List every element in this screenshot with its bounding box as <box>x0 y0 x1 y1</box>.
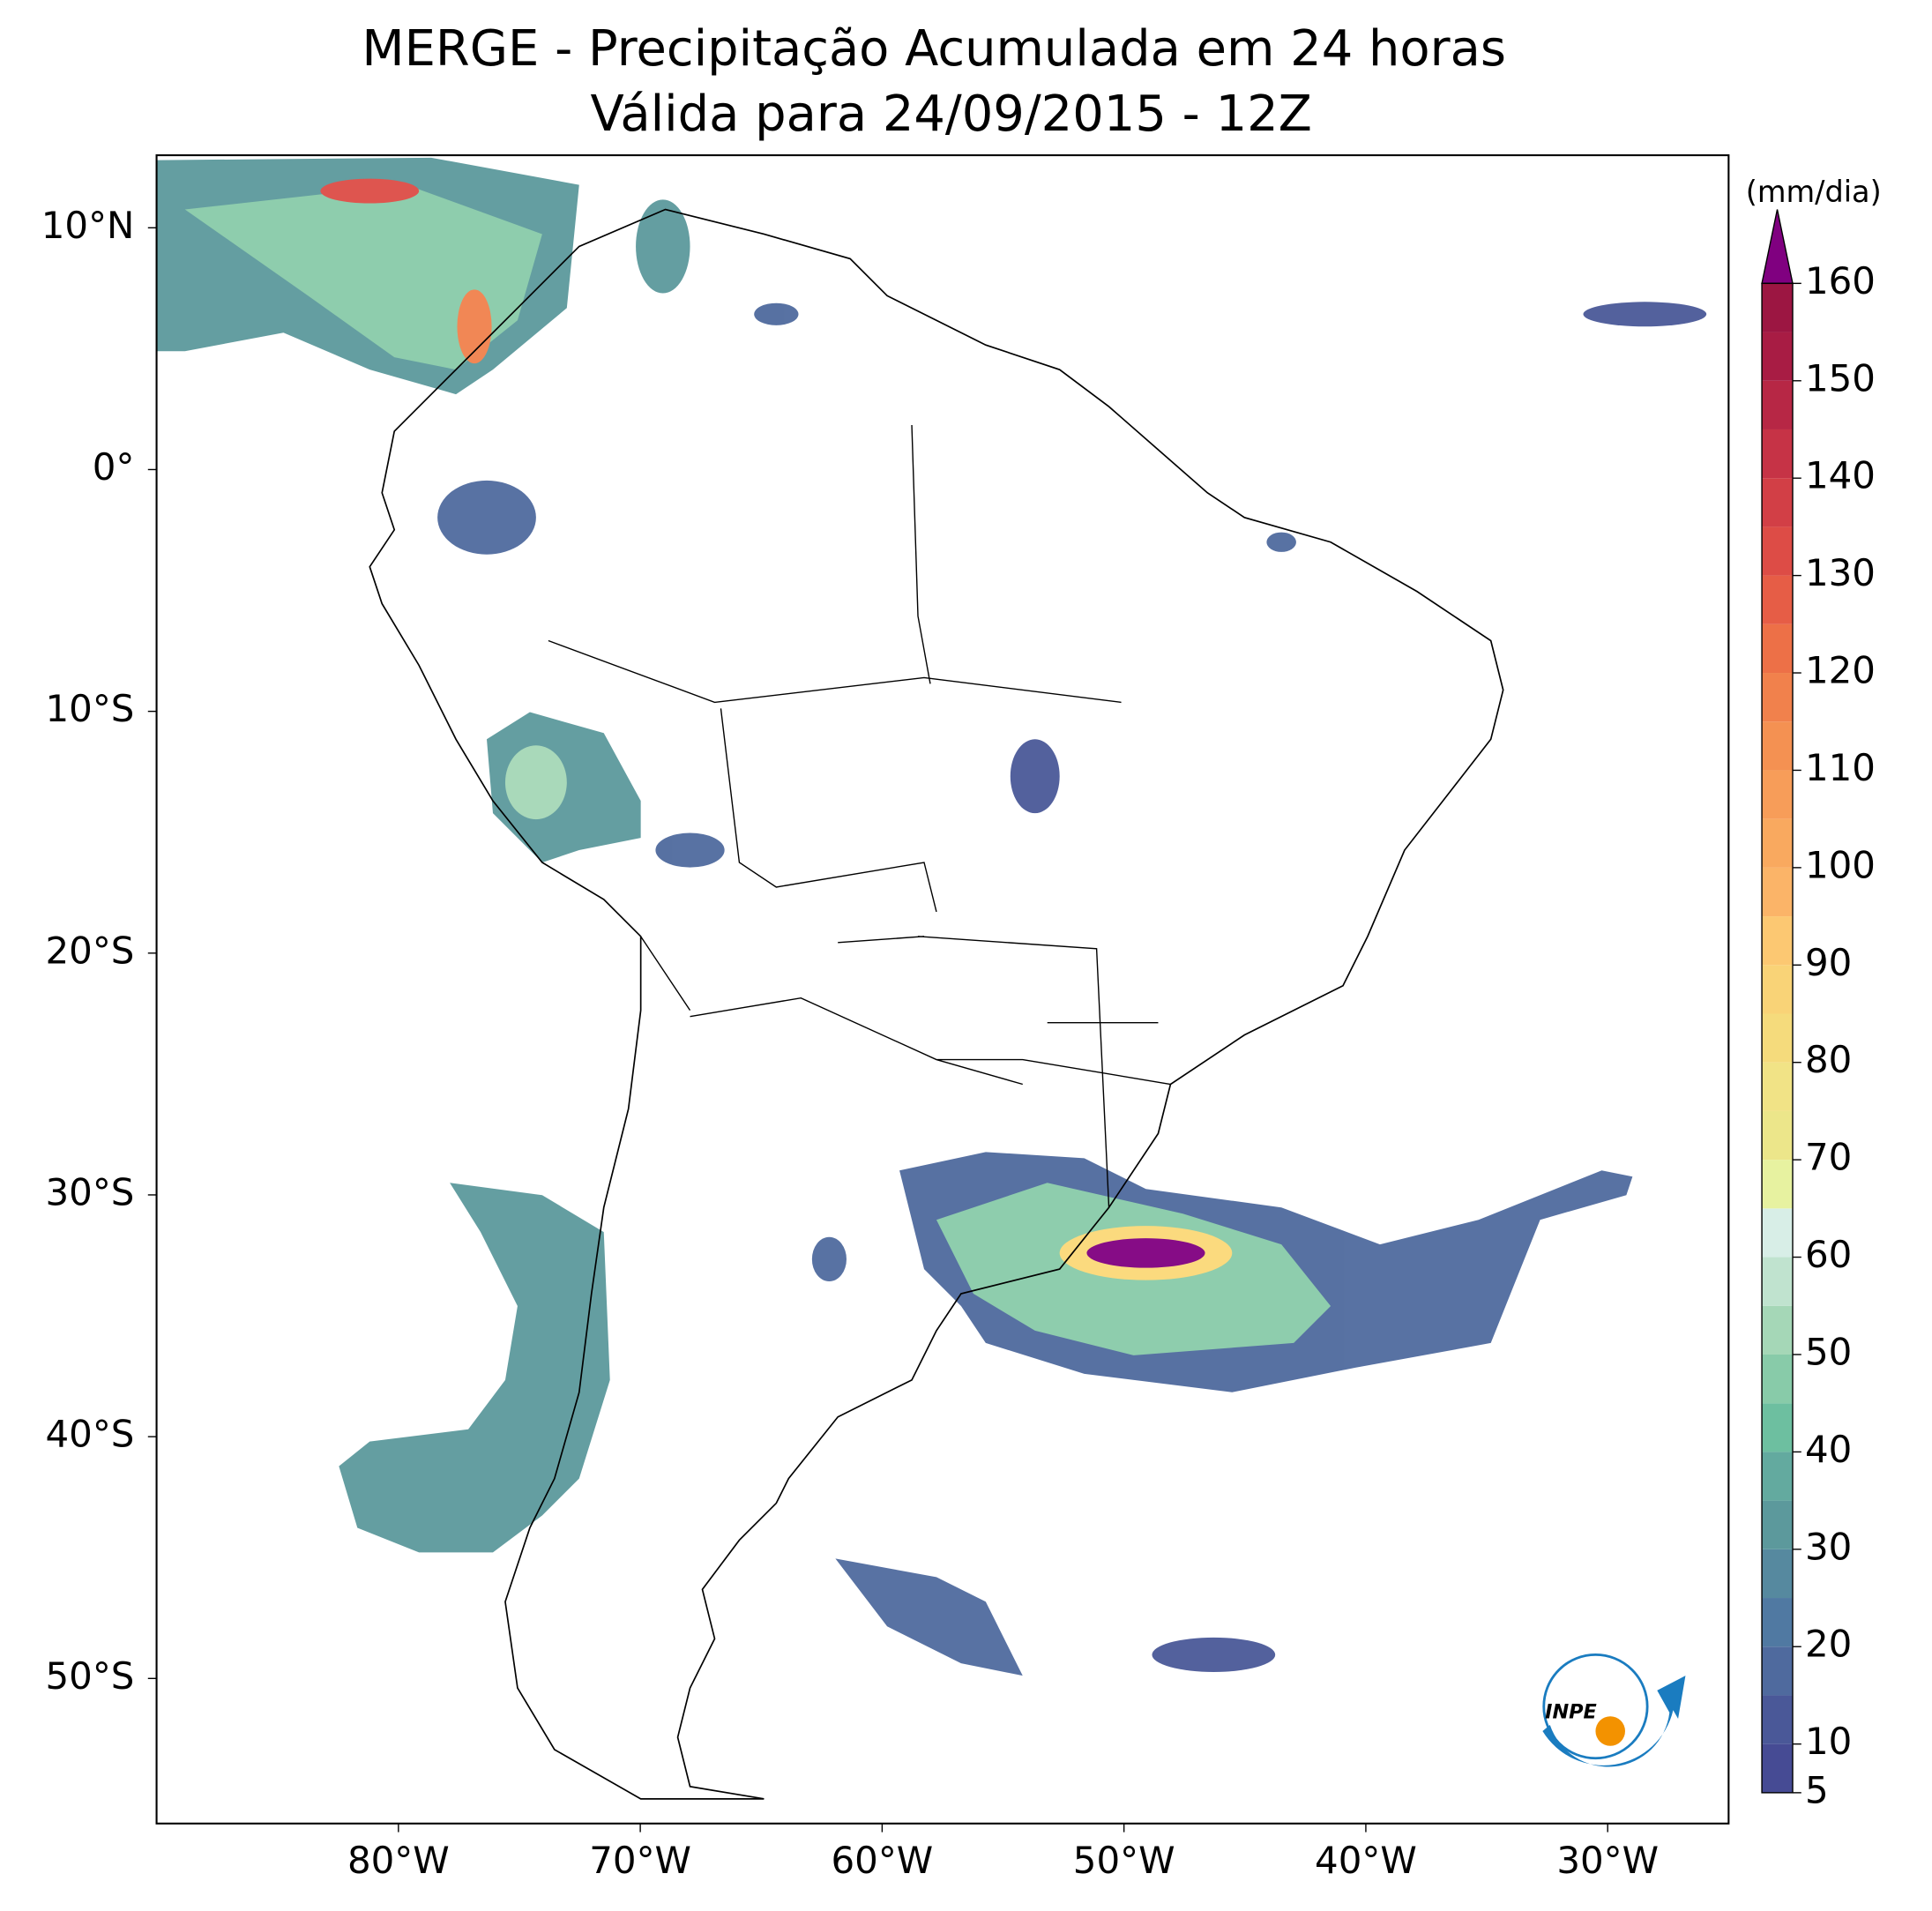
colorbar-band <box>1762 429 1793 479</box>
logo-arrow <box>1542 1676 1686 1767</box>
colorbar-frame <box>1761 282 1794 1794</box>
colorbar-band <box>1762 673 1793 722</box>
colorbar-tick-label: 120 <box>1805 649 1876 692</box>
colorbar-tick-label: 40 <box>1805 1428 1852 1471</box>
colorbar-band <box>1762 332 1793 381</box>
precip-area <box>835 1558 1023 1676</box>
colorbar-tick-label: 30 <box>1805 1525 1852 1568</box>
precip-area <box>1086 1238 1205 1268</box>
colorbar-tick-label: 100 <box>1805 843 1876 886</box>
colorbar-band <box>1762 916 1793 966</box>
colorbar-band <box>1762 283 1793 332</box>
logo-text: INPE <box>1545 1701 1597 1724</box>
colorbar-band <box>1762 1062 1793 1111</box>
precip-area <box>1583 302 1707 327</box>
colorbar-band <box>1762 1743 1793 1793</box>
map-background <box>156 155 1729 1824</box>
colorbar-tick-label: 50 <box>1805 1330 1852 1373</box>
colorbar-tick-label: 110 <box>1805 746 1876 789</box>
colorbar-band <box>1762 1452 1793 1501</box>
colorbar-band <box>1762 1403 1793 1452</box>
colorbar-tick-label: 80 <box>1805 1038 1852 1081</box>
map-area <box>155 153 1730 1825</box>
colorbar-band <box>1762 623 1793 674</box>
subtitle: Válida para 24/09/2015 - 12Z <box>591 86 1312 143</box>
colorbar-band <box>1762 867 1793 917</box>
precip-area <box>1152 1637 1276 1672</box>
precip-area <box>437 480 536 555</box>
y-tick-label: 20°S <box>46 929 135 972</box>
y-tick-label: 10°N <box>41 204 135 247</box>
precip-area <box>339 1183 610 1553</box>
precip-area <box>457 289 492 364</box>
colorbar-band <box>1762 818 1793 868</box>
map-frame <box>155 153 1730 1825</box>
precip-area <box>320 178 420 204</box>
colorbar-band <box>1762 1598 1793 1647</box>
colorbar-band <box>1762 1500 1793 1549</box>
precipitation <box>156 157 1707 1676</box>
colorbar-label: (mm/dia) <box>1746 175 1882 209</box>
precip-area <box>636 199 690 294</box>
colorbar-tick-label: 140 <box>1805 454 1876 497</box>
colorbar-band <box>1762 1354 1793 1404</box>
logo: INPE <box>1542 1653 1686 1767</box>
logo-ring <box>1542 1653 1649 1760</box>
colorbar-tick-label: 60 <box>1805 1233 1852 1276</box>
precip-area <box>184 184 542 370</box>
precip-area <box>811 1236 847 1282</box>
colorbar-extend <box>1761 209 1794 285</box>
x-tick-label: 40°W <box>1315 1839 1417 1882</box>
y-tick-label: 50°S <box>46 1654 135 1698</box>
colorbar-band <box>1762 526 1793 576</box>
colorbar-tick-label: 5 <box>1805 1768 1829 1811</box>
coastline <box>369 208 1504 1800</box>
y-tick-label: 40°S <box>46 1413 135 1456</box>
x-tick-label: 50°W <box>1073 1839 1175 1882</box>
x-tick-label: 60°W <box>832 1839 934 1882</box>
colorbar-band <box>1762 770 1793 819</box>
colorbar-band <box>1762 575 1793 624</box>
colorbar: 5 10 20 30 40 50 60 70 80 90 100 110 120 130 140 150 160 <box>1761 209 1876 1811</box>
title: MERGE - Precipitação Acumulada em 24 hor… <box>362 20 1506 78</box>
colorbar-band <box>1762 1160 1793 1209</box>
colorbar-band <box>1762 1013 1793 1063</box>
precip-area <box>1010 739 1060 814</box>
colorbar-band <box>1762 1208 1793 1258</box>
colorbar-band <box>1762 1257 1793 1306</box>
colorbar-tick-label: 10 <box>1805 1720 1852 1763</box>
y-tick-label: 10°S <box>46 687 135 730</box>
colorbar-band <box>1762 1695 1793 1744</box>
colorbar-tick-label: 160 <box>1805 259 1876 302</box>
colorbar-tick-label: 20 <box>1805 1623 1852 1666</box>
y-tick-label: 0° <box>93 445 135 489</box>
colorbar-tick-label: 130 <box>1805 551 1876 594</box>
x-tick-label: 70°W <box>589 1839 691 1882</box>
precip-area <box>1266 532 1296 552</box>
precip-area <box>504 745 567 820</box>
colorbar-band <box>1762 478 1793 527</box>
logo-sun <box>1595 1716 1625 1746</box>
colorbar-tick-label: 150 <box>1805 356 1876 399</box>
precip-area <box>754 302 799 325</box>
borders <box>548 424 1171 1208</box>
x-tick-label: 30°W <box>1556 1839 1659 1882</box>
precip-area <box>655 832 725 868</box>
colorbar-band <box>1762 1110 1793 1161</box>
x-tick-label: 80°W <box>347 1839 450 1882</box>
y-tick-label: 30°S <box>46 1170 135 1213</box>
colorbar-band <box>1762 380 1793 429</box>
colorbar-band <box>1762 1305 1793 1355</box>
colorbar-band <box>1762 721 1793 771</box>
colorbar-band <box>1762 1646 1793 1696</box>
colorbar-band <box>1762 965 1793 1014</box>
colorbar-tick-label: 90 <box>1805 941 1852 984</box>
colorbar-band <box>1762 1549 1793 1599</box>
colorbar-tick-label: 70 <box>1805 1136 1852 1179</box>
